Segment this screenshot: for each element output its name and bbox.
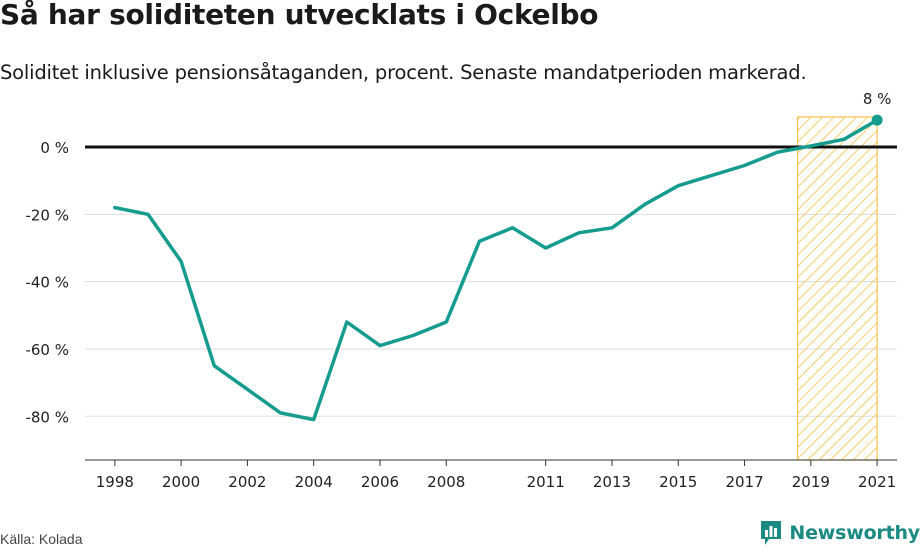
y-tick-label: -80 % bbox=[25, 408, 69, 426]
x-tick-label: 2015 bbox=[659, 473, 697, 491]
mandate-period-highlight bbox=[796, 116, 878, 461]
y-tick-label: 0 % bbox=[40, 139, 69, 157]
chart-title: Så har soliditeten utvecklats i Ockelbo bbox=[0, 0, 599, 31]
x-tick-label: 1998 bbox=[96, 473, 134, 491]
bar-chart-icon bbox=[761, 521, 782, 545]
brand-name: Newsworthy bbox=[789, 522, 920, 544]
axes bbox=[85, 145, 897, 466]
chart-subtitle: Soliditet inklusive pensionsåtaganden, p… bbox=[0, 61, 807, 84]
source-note: Källa: Kolada bbox=[0, 531, 83, 547]
x-tick-label: 2017 bbox=[725, 473, 763, 491]
x-tick-label: 2004 bbox=[295, 473, 333, 491]
x-tick-label: 2006 bbox=[361, 473, 399, 491]
x-tick-label: 2008 bbox=[427, 473, 465, 491]
series bbox=[113, 114, 883, 422]
end-point bbox=[871, 114, 883, 126]
y-tick-label: -20 % bbox=[25, 206, 69, 224]
highlight-band bbox=[796, 116, 878, 461]
data-line bbox=[113, 118, 879, 422]
y-tick-label: -40 % bbox=[25, 274, 69, 292]
x-tick-label: 2019 bbox=[792, 473, 830, 491]
x-tick-label: 2021 bbox=[858, 473, 896, 491]
x-tick-label: 2011 bbox=[527, 473, 565, 491]
x-tick-label: 2013 bbox=[593, 473, 631, 491]
end-value-label: 8 % bbox=[863, 90, 892, 108]
x-tick-label: 2000 bbox=[162, 473, 200, 491]
y-tick-label: -60 % bbox=[25, 341, 69, 359]
x-tick-label: 2002 bbox=[228, 473, 266, 491]
newsworthy-logo[interactable]: Newsworthy bbox=[759, 519, 920, 547]
gridlines bbox=[85, 213, 897, 417]
labels: 0 % -20 % -40 % -60 % -80 % 1998 2000 2002 2004 2… bbox=[25, 90, 896, 491]
